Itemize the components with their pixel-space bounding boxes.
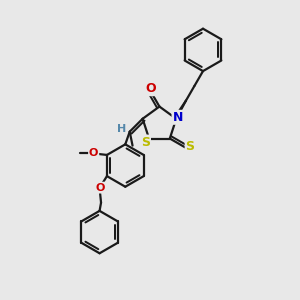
- Text: H: H: [117, 124, 126, 134]
- Text: N: N: [172, 111, 183, 124]
- Text: S: S: [141, 136, 150, 148]
- Text: O: O: [89, 148, 98, 158]
- Text: O: O: [145, 82, 156, 95]
- Text: S: S: [186, 140, 195, 153]
- Text: O: O: [95, 183, 105, 193]
